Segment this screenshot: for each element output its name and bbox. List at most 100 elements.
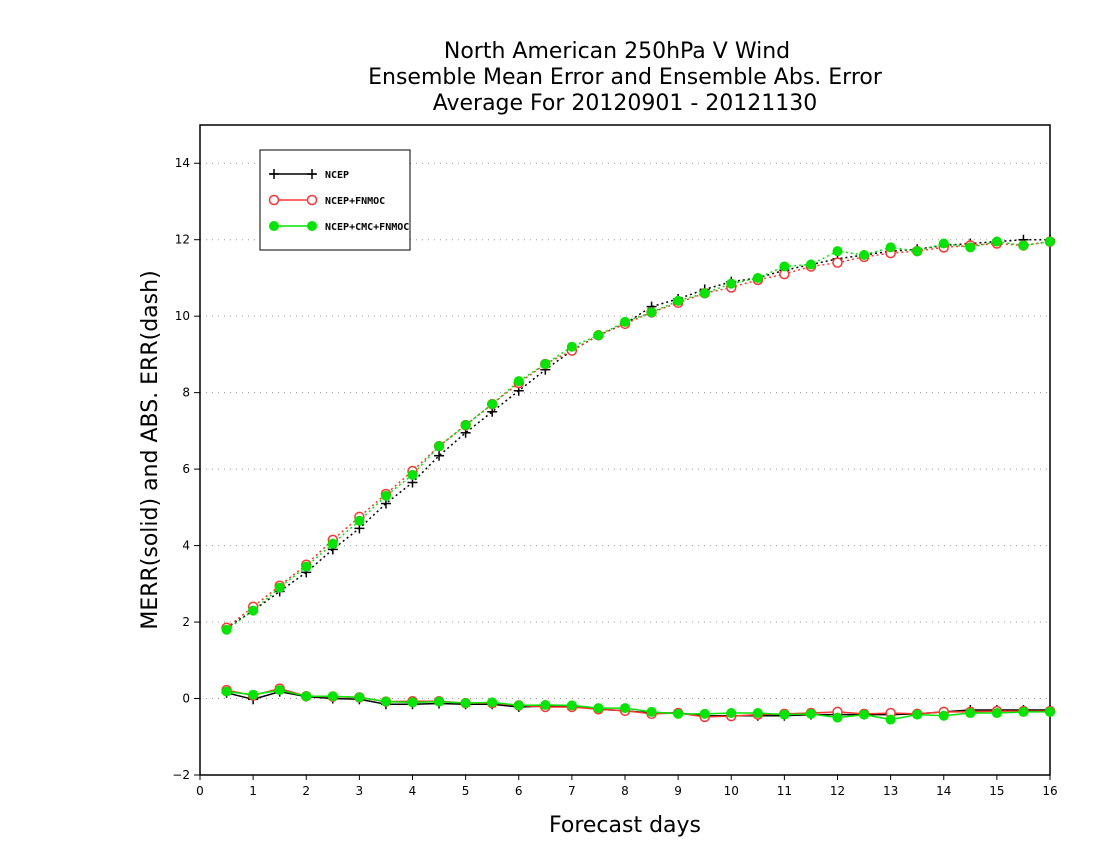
ncep-cmc-fnmoc-abs-err-point: [354, 515, 365, 526]
ncep-cmc-fnmoc-merr-point: [274, 685, 285, 696]
legend-item-1: NCEP+FNMOC: [268, 194, 385, 207]
ncep-cmc-fnmoc-abs-err-point: [487, 399, 498, 410]
ncep-cmc-fnmoc-abs-err-point: [248, 605, 259, 616]
ncep-cmc-fnmoc-merr-point: [912, 709, 923, 720]
ncep-cmc-fnmoc-abs-err-point: [938, 238, 949, 249]
ncep-cmc-fnmoc-merr-point: [513, 700, 524, 711]
ncep-cmc-fnmoc-merr-point: [460, 698, 471, 709]
gridlines: [200, 162, 1050, 776]
ncep-cmc-fnmoc-merr-point: [965, 708, 976, 719]
ncep-cmc-fnmoc-abs-err-point: [752, 272, 763, 283]
series-1: [221, 236, 1056, 723]
x-tick-label: 13: [883, 784, 898, 798]
ncep-fnmoc-abs-err-point: [832, 257, 843, 268]
ncep-cmc-fnmoc-abs-err-point: [620, 316, 630, 327]
ncep-cmc-fnmoc-merr-point: [407, 697, 418, 708]
x-tick-label: 3: [356, 784, 364, 798]
ncep-cmc-fnmoc-abs-err-point: [513, 376, 524, 387]
legend-marker-left: [269, 169, 279, 179]
ncep-cmc-fnmoc-merr-point: [301, 691, 312, 702]
ncep-cmc-fnmoc-abs-err-point: [885, 242, 896, 253]
ncep-cmc-fnmoc-abs-err-point: [965, 242, 976, 253]
ncep-cmc-fnmoc-merr-point: [673, 708, 684, 719]
x-tick-label: 8: [621, 784, 629, 798]
ncep-cmc-fnmoc-merr-point: [593, 703, 604, 714]
ncep-cmc-fnmoc-abs-err-point: [1045, 236, 1055, 247]
ncep-cmc-fnmoc-abs-err-point: [673, 295, 684, 306]
ncep-cmc-fnmoc-merr-point: [487, 697, 498, 708]
chart-title-line-2: Ensemble Mean Error and Ensemble Abs. Er…: [368, 65, 883, 90]
ncep-fnmoc-abs-err-line: [226, 240, 1051, 629]
ncep-cmc-fnmoc-merr-point: [805, 708, 816, 719]
x-tick-label: 10: [724, 784, 739, 798]
y-tick-label: 0: [182, 692, 190, 706]
ncep-cmc-fnmoc-merr-point: [566, 700, 577, 711]
ncep-cmc-fnmoc-merr-point: [354, 692, 365, 703]
ncep-cmc-fnmoc-merr-point: [991, 708, 1002, 719]
x-tick-label: 4: [409, 784, 417, 798]
x-tick-label: 2: [302, 784, 310, 798]
x-axis: 0 1 2 3 4 5 6 7 8 9 10 11 12 13 14 15 16: [196, 775, 1058, 798]
y-tick-label: 6: [182, 462, 190, 476]
legend-label: NCEP: [325, 170, 349, 181]
ncep-cmc-fnmoc-merr-point: [726, 708, 737, 719]
ncep-cmc-fnmoc-abs-err-point: [274, 582, 285, 593]
ncep-cmc-fnmoc-merr-point: [885, 714, 896, 725]
ncep-abs-err-line: [226, 238, 1050, 629]
ncep-cmc-fnmoc-abs-err-line: [226, 240, 1051, 631]
ncep-cmc-fnmoc-abs-err-point: [593, 330, 604, 341]
ncep-cmc-fnmoc-merr-point: [832, 712, 843, 723]
ncep-cmc-fnmoc-merr-point: [1018, 706, 1029, 717]
legend-marker-right: [307, 169, 317, 179]
y-tick-label: 10: [175, 309, 190, 323]
legend-item-0: NCEP: [269, 169, 349, 181]
ncep-cmc-fnmoc-abs-err-point: [566, 341, 577, 352]
legend-item-2: NCEP+CMC+FNMOC: [269, 221, 409, 233]
ncep-cmc-fnmoc-merr-point: [434, 696, 445, 707]
ncep-cmc-fnmoc-abs-err-point: [434, 441, 445, 452]
x-tick-label: 1: [249, 784, 257, 798]
series-0: [221, 234, 1055, 721]
y-tick-label: 8: [182, 386, 190, 400]
ncep-cmc-fnmoc-merr-point: [221, 686, 232, 697]
ncep-cmc-fnmoc-merr-point: [938, 710, 949, 721]
ncep-cmc-fnmoc-merr-point: [1045, 706, 1055, 717]
x-tick-label: 14: [936, 784, 951, 798]
ncep-cmc-fnmoc-abs-err-point: [460, 420, 471, 431]
ncep-cmc-fnmoc-merr-point: [248, 689, 259, 700]
x-tick-label: 9: [674, 784, 682, 798]
x-tick-label: 16: [1042, 784, 1057, 798]
ncep-cmc-fnmoc-abs-err-point: [646, 307, 657, 318]
ncep-cmc-fnmoc-merr-point: [380, 696, 391, 707]
legend-label: NCEP+FNMOC: [325, 196, 385, 207]
legend: NCEP NCEP+FNMOC NCEP+CMC+FNMOC: [259, 149, 411, 251]
ncep-cmc-fnmoc-abs-err-point: [859, 250, 870, 260]
x-tick-label: 12: [830, 784, 845, 798]
ncep-abs-err-point: [434, 450, 445, 461]
series-2: [221, 236, 1055, 725]
x-tick-label: 11: [777, 784, 792, 798]
ncep-cmc-fnmoc-abs-err-point: [699, 288, 710, 299]
ncep-cmc-fnmoc-abs-err-point: [726, 278, 737, 289]
y-axis: −2 0 2 4 6 8 10 12 14: [172, 156, 200, 782]
ncep-cmc-fnmoc-merr-point: [859, 709, 870, 720]
ncep-cmc-fnmoc-abs-err-point: [779, 261, 790, 272]
ncep-cmc-fnmoc-merr-point: [620, 703, 630, 714]
y-tick-label: 2: [182, 615, 190, 629]
ncep-cmc-fnmoc-abs-err-point: [805, 259, 816, 270]
ncep-cmc-fnmoc-abs-err-point: [221, 624, 232, 635]
ncep-cmc-fnmoc-merr-point: [699, 708, 710, 719]
y-tick-label: 14: [175, 156, 190, 170]
ncep-cmc-fnmoc-merr-line: [226, 689, 1050, 721]
ncep-cmc-fnmoc-merr-point: [752, 708, 763, 719]
x-tick-label: 0: [196, 784, 204, 798]
y-tick-label: 4: [182, 539, 190, 553]
ncep-cmc-fnmoc-abs-err-point: [832, 246, 843, 257]
ncep-cmc-fnmoc-abs-err-point: [407, 469, 418, 480]
legend-marker-right: [306, 194, 318, 206]
ncep-cmc-fnmoc-abs-err-point: [327, 538, 338, 549]
ncep-cmc-fnmoc-merr-point: [646, 706, 657, 717]
chart-title-line-1: North American 250hPa V Wind: [444, 39, 790, 64]
x-axis-label: Forecast days: [549, 813, 701, 838]
ncep-cmc-fnmoc-abs-err-point: [301, 561, 312, 572]
